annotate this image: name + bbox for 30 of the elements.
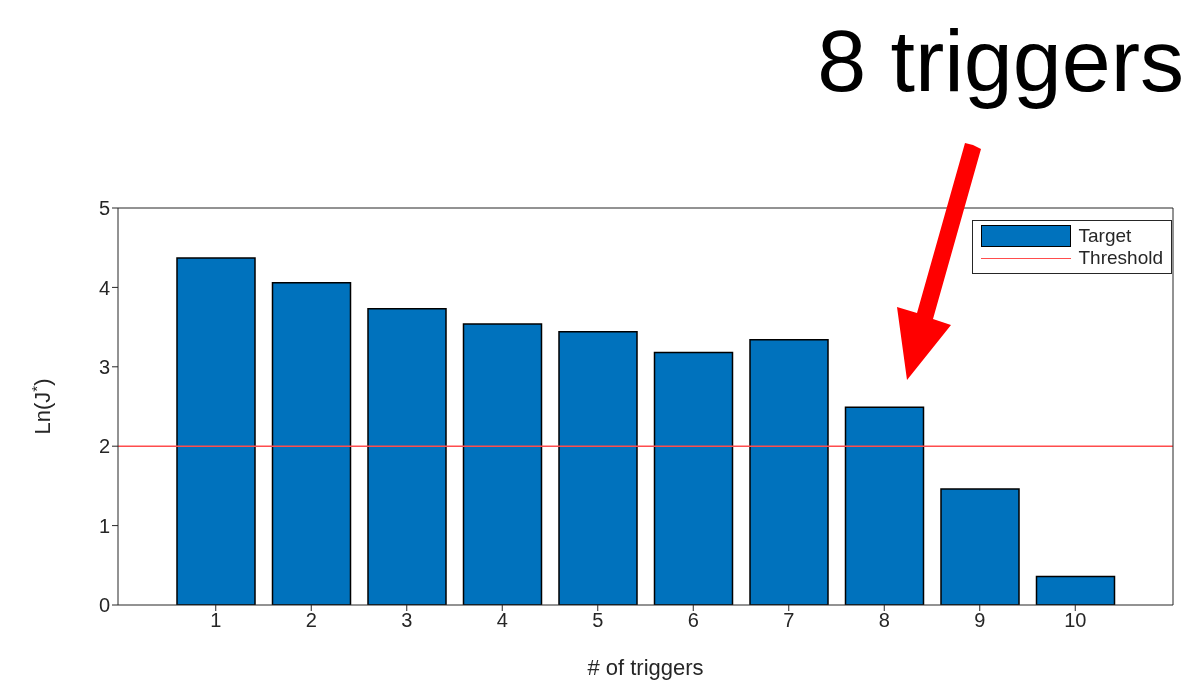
bar (653, 351, 734, 605)
y-tick-label: 4 (98, 276, 110, 299)
x-tick-label: 8 (878, 609, 890, 632)
x-tick-label: 2 (305, 609, 317, 632)
x-axis-title: # of triggers (587, 655, 704, 680)
legend-label: Threshold (1078, 247, 1163, 269)
y-tick-label: 1 (98, 514, 110, 537)
bar (462, 323, 543, 605)
x-tick-label: 1 (210, 609, 222, 632)
bar (176, 257, 256, 605)
y-tick-label: 0 (98, 594, 110, 617)
bar (558, 331, 638, 605)
x-tick-label: 5 (592, 609, 604, 632)
bar (940, 488, 1020, 605)
bar (1035, 575, 1116, 605)
x-tick-label: 9 (974, 609, 986, 632)
bar (749, 339, 829, 605)
x-tick-label: 3 (401, 609, 413, 632)
bar (271, 281, 352, 605)
y-tick-label: 5 (98, 197, 110, 220)
x-tick-label: 4 (496, 609, 508, 632)
x-tick-label: 7 (783, 609, 795, 632)
legend-label: Target (1078, 225, 1132, 247)
bar (844, 406, 925, 605)
y-tick-label: 2 (98, 435, 110, 458)
text: 8 triggers (817, 10, 1184, 112)
x-tick-label: 10 (1064, 609, 1087, 632)
bar (367, 308, 447, 605)
y-tick-label: 3 (98, 355, 110, 378)
x-tick-label: 6 (687, 609, 699, 632)
